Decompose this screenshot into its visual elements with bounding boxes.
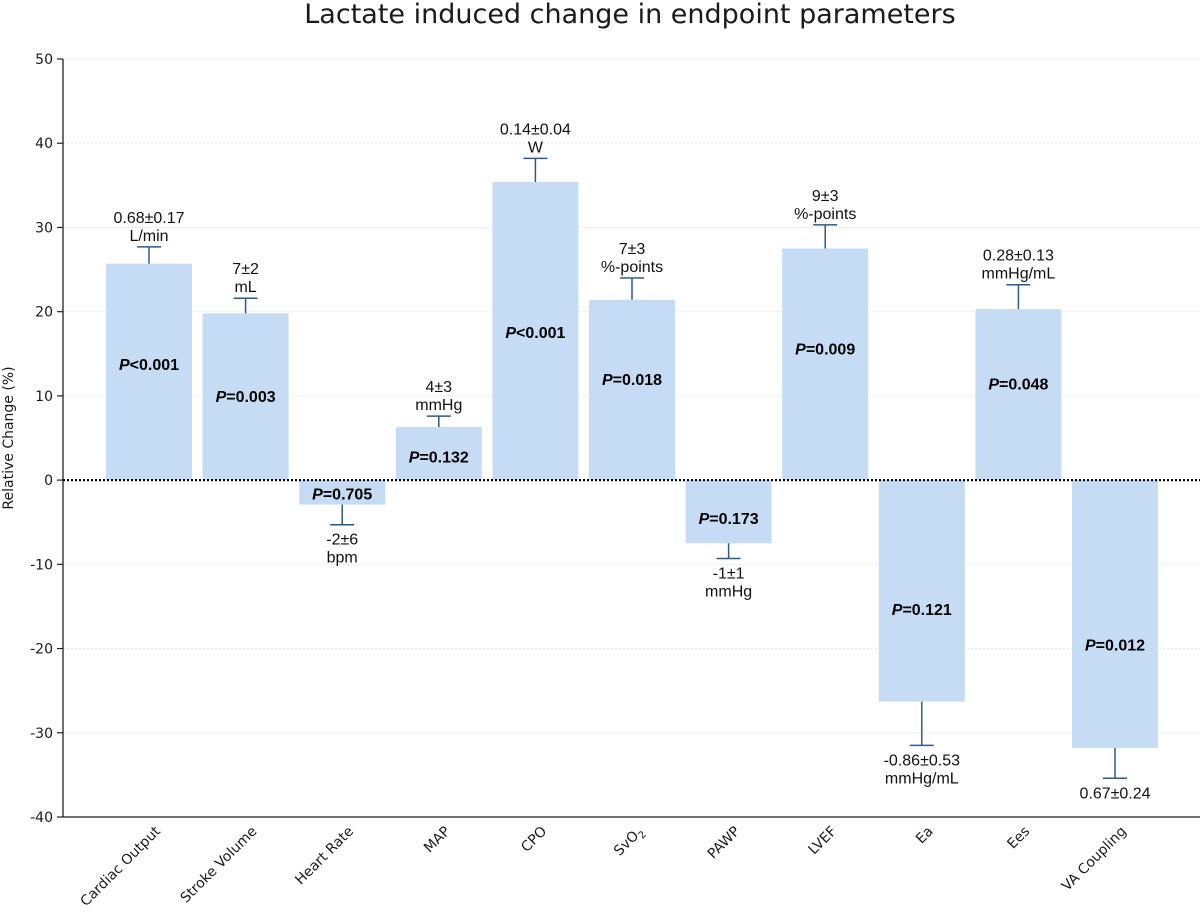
bar xyxy=(1072,480,1158,748)
x-category-label: VA Coupling xyxy=(1059,824,1130,895)
annotation-label: 0.28±0.13 xyxy=(983,248,1054,265)
p-value-label: P=0.018 xyxy=(602,372,662,389)
y-axis-label: Relative Change (%) xyxy=(1,366,17,509)
bar xyxy=(589,299,675,481)
annotation-label: mmHg xyxy=(415,397,462,414)
annotation-label: bpm xyxy=(327,550,358,567)
annotation-label: %-points xyxy=(601,259,663,276)
axes xyxy=(57,58,1200,818)
annotation-label: L/min xyxy=(129,228,168,245)
bar xyxy=(878,480,965,702)
annotation-label: 4±3 xyxy=(426,379,453,396)
bar xyxy=(685,480,772,544)
annotation-label: -1±1 xyxy=(713,565,745,582)
x-category-label: Heart Rate xyxy=(292,824,357,889)
y-tick-labels: 50 40 30 20 10 0 -10 -20 -30 -40 xyxy=(30,52,53,826)
annotation-label: %-points xyxy=(794,206,856,223)
x-category-label: Ea xyxy=(913,824,937,848)
y-tick-label: 50 xyxy=(35,52,53,68)
p-value-label: P=0.012 xyxy=(1085,637,1145,654)
y-tick-label: -30 xyxy=(30,726,53,742)
annotation-label: -0.86±0.53 xyxy=(884,752,960,769)
bar xyxy=(492,181,579,481)
x-category-label: SvO2 xyxy=(611,824,649,862)
x-category-label: MAP xyxy=(421,824,454,857)
annotation-label: mmHg/mL xyxy=(982,266,1056,283)
x-category-label: LVEF xyxy=(806,824,840,858)
x-category-label: Cardiac Output xyxy=(78,823,165,910)
y-tick-label: 30 xyxy=(35,220,53,236)
p-value-labels: P<0.001 P=0.003 P=0.705 P=0.132 P<0.001 P=0.0… xyxy=(119,325,1145,654)
bar xyxy=(202,313,289,481)
annotation-label: 9±3 xyxy=(812,188,839,205)
error-bars-group xyxy=(137,157,1127,780)
x-category-labels: Cardiac Output Stroke Volume Heart Rate MAP… xyxy=(78,823,1130,910)
annotation-label: 7±2 xyxy=(232,261,259,278)
x-category-label: CPO xyxy=(518,824,550,856)
p-value-label: P<0.001 xyxy=(119,357,179,374)
y-tick-label: -40 xyxy=(30,810,53,826)
annotation-labels: 0.68±0.17L/min7±2mL-2±6bpm4±3mmHg0.14±0.… xyxy=(113,121,1150,802)
annotation-label: W xyxy=(528,139,544,156)
bar xyxy=(106,263,192,481)
y-tick-label: 0 xyxy=(44,473,53,489)
annotation-label: mmHg/mL xyxy=(885,770,959,787)
annotation-label: mmHg xyxy=(705,583,752,600)
y-tick-label: 40 xyxy=(35,136,53,152)
annotation-label: 0.68±0.17 xyxy=(113,210,184,227)
y-tick-label: 10 xyxy=(35,389,53,405)
p-value-label: P=0.173 xyxy=(699,511,759,528)
annotation-label: 7±3 xyxy=(619,241,646,258)
p-value-label: P=0.705 xyxy=(312,487,372,504)
annotation-label: 0.67±0.24 xyxy=(1079,785,1150,802)
bar xyxy=(782,248,869,481)
bar xyxy=(975,309,1062,481)
y-tick-label: 20 xyxy=(35,305,53,321)
bar xyxy=(395,427,482,481)
p-value-label: P=0.121 xyxy=(892,602,952,619)
p-value-label: P=0.003 xyxy=(216,389,276,406)
x-category-label: Stroke Volume xyxy=(178,824,261,907)
bar xyxy=(299,480,386,505)
y-tick-label: -20 xyxy=(30,642,53,658)
chart-title: Lactate induced change in endpoint param… xyxy=(304,0,955,30)
x-category-label: Ees xyxy=(1004,824,1033,853)
x-category-label: PAWP xyxy=(705,824,744,863)
y-tick-label: -10 xyxy=(30,557,53,573)
p-value-label: P=0.048 xyxy=(988,376,1048,393)
p-value-label: P=0.132 xyxy=(409,450,469,467)
p-value-label: P=0.009 xyxy=(795,342,855,359)
annotation-label: 0.14±0.04 xyxy=(500,121,571,138)
annotation-label: mL xyxy=(234,279,256,296)
annotation-label: -2±6 xyxy=(326,532,358,549)
bars-group xyxy=(106,181,1158,748)
p-value-label: P<0.001 xyxy=(505,325,565,342)
